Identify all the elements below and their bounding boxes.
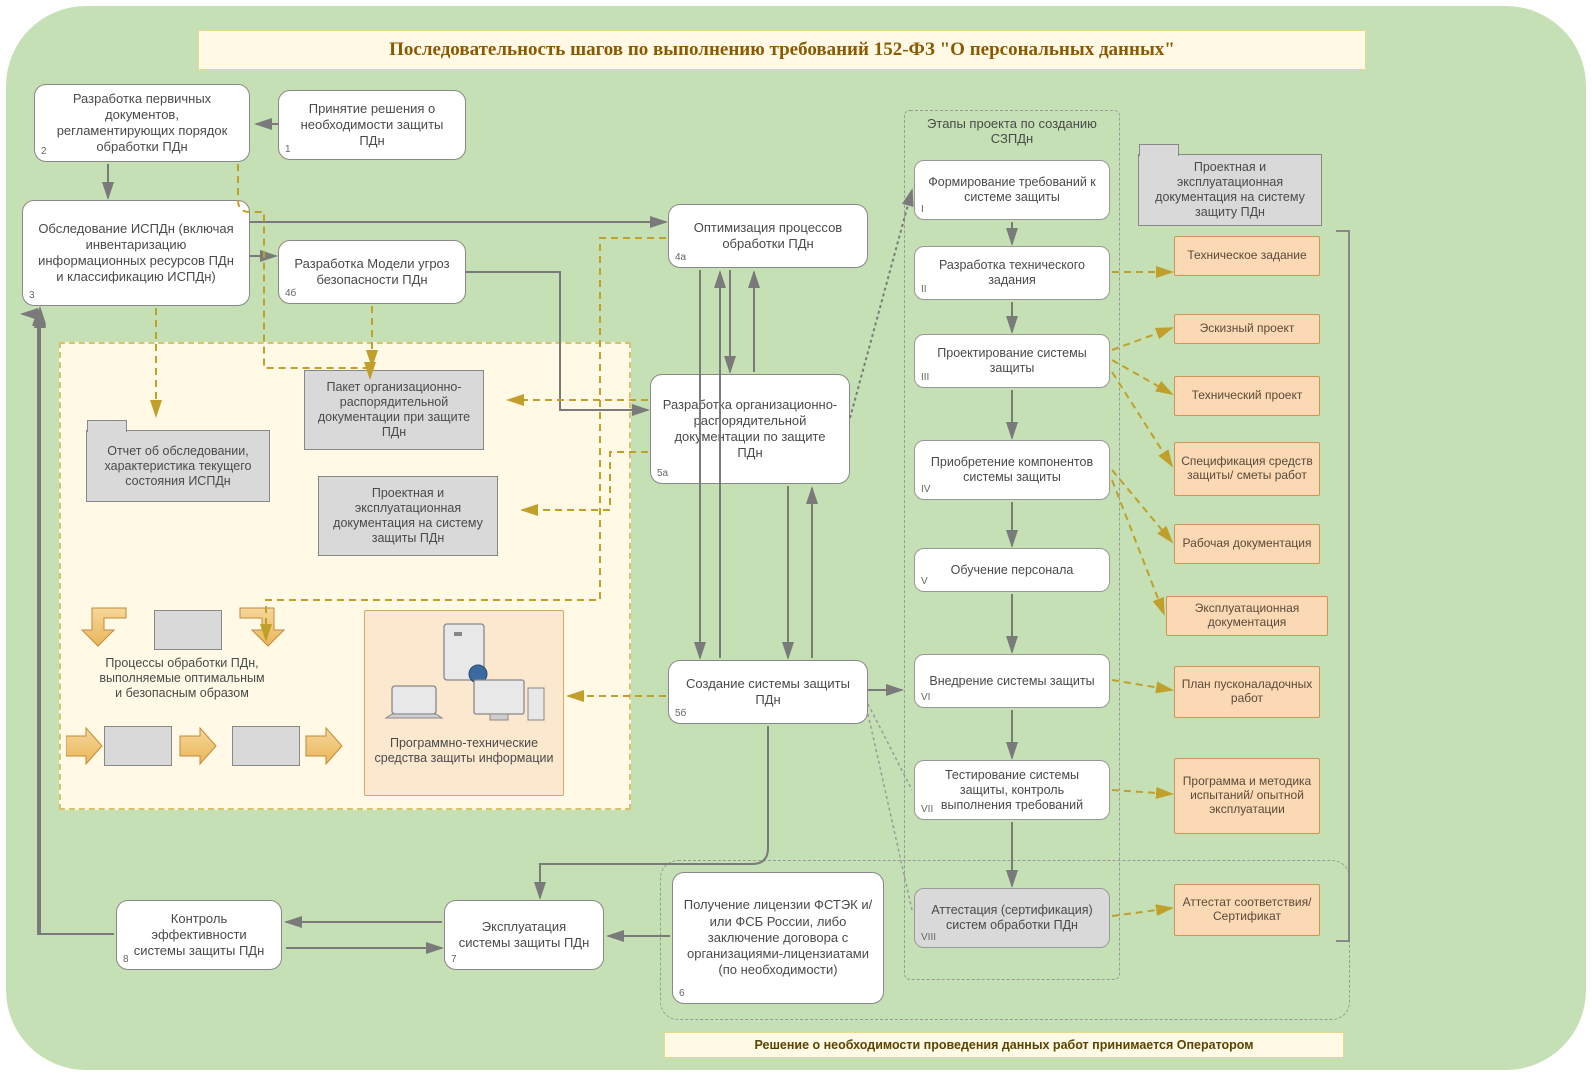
stage-6-roman: VI	[921, 692, 930, 704]
stage-2-text: Разработка технического задания	[923, 258, 1101, 288]
stage-7-roman: VII	[921, 804, 933, 816]
node-4b: Разработка Модели угроз безопасности ПДн…	[278, 240, 466, 304]
stage-8-roman: VIII	[921, 932, 936, 944]
node-4a: Оптимизация процессов обработки ПДн 4а	[668, 204, 868, 268]
tech-means-icon	[378, 618, 548, 728]
node-8: Контроль эффективности системы защиты ПД…	[116, 900, 282, 970]
node-5b-idx: 5б	[675, 708, 686, 721]
docstack-proj: Проектная и эксплуатационная документаци…	[318, 476, 498, 556]
node-4a-idx: 4а	[675, 252, 686, 265]
deliv-3: Технический проект	[1174, 376, 1320, 416]
docstack-proj-text: Проектная и эксплуатационная документаци…	[318, 476, 498, 556]
deliv-2-text: Эскизный проект	[1200, 322, 1295, 336]
stage-7: Тестирование системы защиты, контроль вы…	[914, 760, 1110, 820]
stage-5: Обучение персонала V	[914, 548, 1110, 592]
deliv-folder: Проектная и эксплуатационная документаци…	[1138, 154, 1322, 226]
docstack-org: Пакет организационно-распорядительной до…	[304, 370, 484, 450]
node-3: Обследование ИСПДн (включая инвентаризац…	[22, 200, 250, 306]
deliv-4: Спецификация средств защиты/ сметы работ	[1174, 442, 1320, 496]
diagram-title: Последовательность шагов по выполнению т…	[198, 30, 1366, 70]
deliv-5-text: Рабочая документация	[1183, 537, 1312, 551]
node-1: Принятие решения о необходимости защиты …	[278, 90, 466, 160]
deliv-2: Эскизный проект	[1174, 314, 1320, 344]
stage-6: Внедрение системы защиты VI	[914, 654, 1110, 708]
deliv-9-text: Аттестат соответствия/ Сертификат	[1181, 896, 1313, 924]
footer-note: Решение о необходимости проведения данны…	[664, 1032, 1344, 1058]
node-8-idx: 8	[123, 954, 129, 967]
docstack-org-text: Пакет организационно-распорядительной до…	[304, 370, 484, 450]
node-4a-text: Оптимизация процессов обработки ПДн	[679, 220, 857, 253]
deliv-1-text: Техническое задание	[1187, 249, 1306, 263]
stage-2-roman: II	[921, 284, 927, 296]
stage-8-text: Аттестация (сертификация) систем обработ…	[923, 903, 1101, 933]
folder-report-text: Отчет об обследовании, характеристика те…	[95, 444, 261, 489]
stages-panel	[904, 110, 1120, 980]
node-6: Получение лицензии ФСТЭК и/или ФСБ Росси…	[672, 872, 884, 1004]
deliv-4-text: Спецификация средств защиты/ сметы работ	[1181, 455, 1313, 483]
stage-4-roman: IV	[921, 484, 930, 496]
node-5b-text: Создание системы защиты ПДн	[679, 676, 857, 709]
stage-4-text: Приобретение компонентов системы защиты	[923, 455, 1101, 485]
deliv-7-text: План пусконаладочных работ	[1181, 678, 1313, 706]
node-5a-text: Разработка организационно-распорядительн…	[661, 397, 839, 462]
node-6-idx: 6	[679, 988, 685, 1001]
stage-7-text: Тестирование системы защиты, контроль вы…	[923, 768, 1101, 813]
node-3-idx: 3	[29, 290, 35, 303]
stage-3-roman: III	[921, 372, 929, 384]
deliv-folder-text: Проектная и эксплуатационная документаци…	[1147, 160, 1313, 220]
node-2-text: Разработка первичных документов, регламе…	[45, 91, 239, 156]
node-2: Разработка первичных документов, регламе…	[34, 84, 250, 162]
node-5a-idx: 5а	[657, 468, 668, 481]
tech-means-caption: Программно-технические средства защиты и…	[372, 736, 556, 766]
node-4b-idx: 4б	[285, 288, 296, 301]
folder-report: Отчет об обследовании, характеристика те…	[86, 430, 270, 502]
deliv-1: Техническое задание	[1174, 236, 1320, 276]
node-7-text: Эксплуатация системы защиты ПДн	[455, 919, 593, 952]
stage-8: Аттестация (сертификация) систем обработ…	[914, 888, 1110, 948]
node-4b-text: Разработка Модели угроз безопасности ПДн	[289, 256, 455, 289]
deliv-6-text: Эксплуатационная документация	[1173, 602, 1321, 630]
node-8-text: Контроль эффективности системы защиты ПД…	[127, 911, 271, 960]
node-5a: Разработка организационно-распорядительн…	[650, 374, 850, 484]
node-7-idx: 7	[451, 954, 457, 967]
stage-1: Формирование требований к системе защиты…	[914, 160, 1110, 220]
deliv-6: Эксплуатационная документация	[1166, 596, 1328, 636]
deliv-5: Рабочая документация	[1174, 524, 1320, 564]
stages-panel-title: Этапы проекта по созданию СЗПДн	[910, 116, 1114, 146]
stage-6-text: Внедрение системы защиты	[929, 674, 1094, 689]
deliv-8: Программа и методика испытаний/ опытной …	[1174, 758, 1320, 834]
node-6-text: Получение лицензии ФСТЭК и/или ФСБ Росси…	[683, 897, 873, 978]
stage-2: Разработка технического задания II	[914, 246, 1110, 300]
node-7: Эксплуатация системы защиты ПДн 7	[444, 900, 604, 970]
stage-1-roman: I	[921, 204, 924, 216]
node-5b: Создание системы защиты ПДн 5б	[668, 660, 868, 724]
node-1-text: Принятие решения о необходимости защиты …	[289, 101, 455, 150]
deliv-7: План пусконаладочных работ	[1174, 666, 1320, 718]
node-3-text: Обследование ИСПДн (включая инвентаризац…	[33, 221, 239, 286]
node-2-idx: 2	[41, 146, 47, 159]
deliv-9: Аттестат соответствия/ Сертификат	[1174, 884, 1320, 936]
stage-3: Проектирование системы защиты III	[914, 334, 1110, 388]
pipeline-arrows	[66, 600, 366, 780]
stage-5-text: Обучение персонала	[951, 563, 1074, 578]
stage-1-text: Формирование требований к системе защиты	[923, 175, 1101, 205]
stage-5-roman: V	[921, 576, 928, 588]
deliv-bracket	[1336, 230, 1350, 942]
deliv-8-text: Программа и методика испытаний/ опытной …	[1181, 775, 1313, 816]
stage-3-text: Проектирование системы защиты	[923, 346, 1101, 376]
deliv-3-text: Технический проект	[1192, 389, 1303, 403]
stage-4: Приобретение компонентов системы защиты …	[914, 440, 1110, 500]
node-1-idx: 1	[285, 144, 291, 157]
